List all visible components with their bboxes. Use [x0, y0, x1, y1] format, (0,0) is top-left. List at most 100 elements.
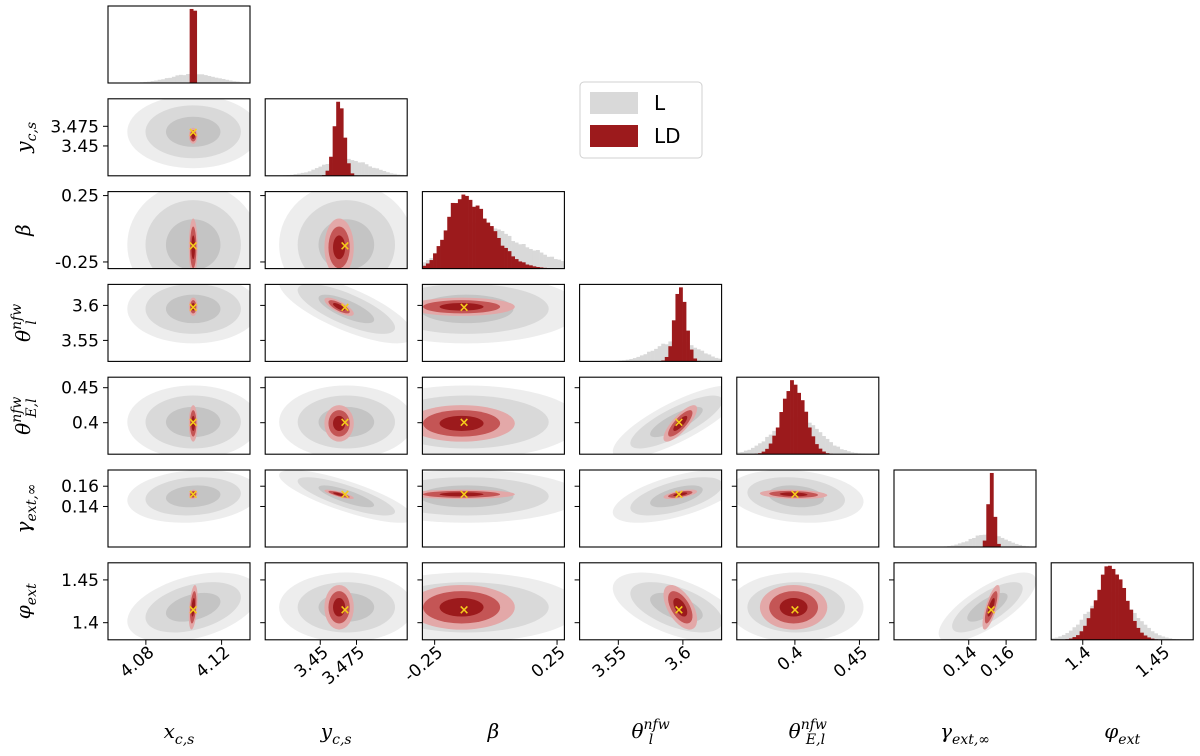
panel-frame	[107, 562, 251, 641]
hist-bar-LD	[507, 251, 512, 269]
hist-bar-LD	[786, 391, 791, 455]
hist-bar-L	[378, 169, 383, 176]
hist-bar-L	[664, 344, 669, 362]
contour-LD-3	[987, 598, 995, 617]
hist-bar-L	[393, 173, 397, 176]
xlabel-thE: θnfw E,l	[789, 717, 827, 748]
hist-bar-LD	[457, 199, 462, 269]
panel-beta-beta	[422, 194, 565, 269]
hist-bar-LD	[325, 170, 330, 176]
panel-frame	[107, 469, 251, 548]
hist-bar-LD	[1072, 637, 1077, 640]
contour-LD-3	[439, 492, 484, 497]
hist-bar-LD	[536, 267, 540, 269]
hist-bar-L	[389, 173, 394, 176]
hist-bar-LD	[489, 226, 494, 269]
contour-LD-3	[779, 492, 808, 497]
panel-phi-xcs: ×	[127, 572, 250, 640]
hist-bar-L	[232, 81, 237, 83]
hist-bar-L	[1079, 619, 1084, 640]
hist-bar-LD	[443, 230, 448, 269]
panel-frame	[736, 376, 880, 455]
hist-bar-L	[647, 351, 651, 362]
panel-frame	[421, 191, 565, 270]
hist-bar-L	[518, 244, 523, 269]
hist-bar-L	[654, 348, 658, 362]
hist-bar-L	[539, 252, 544, 269]
legend-label-L: L	[654, 91, 666, 115]
contour-LD-3	[191, 415, 196, 431]
hist-bar-L	[1164, 637, 1169, 640]
hist-bar-L	[622, 360, 627, 362]
hist-bar-LD	[450, 202, 455, 269]
hist-bar-L	[639, 355, 644, 362]
panel-frame	[736, 469, 880, 548]
hist-bar-L	[765, 436, 770, 455]
y-tick-label: 1.45	[61, 571, 99, 591]
hist-bar-LD	[779, 412, 784, 455]
hist-bar-LD	[1118, 579, 1123, 640]
panel-frame	[264, 98, 408, 177]
truth-marker: ×	[674, 416, 685, 431]
hist-bar-L	[853, 452, 858, 455]
hist-bar-L	[714, 357, 719, 362]
panel-gam-thl: ×	[612, 470, 722, 523]
panel-phi-thl: ×	[612, 572, 722, 640]
hist-bar-L	[761, 441, 766, 455]
hist-bar-L	[846, 451, 851, 455]
legend: L LD	[579, 81, 703, 159]
truth-marker: ×	[674, 603, 685, 618]
truth-marker: ×	[188, 239, 199, 254]
hist-bar-L	[743, 450, 748, 455]
hist-bar-LD	[686, 330, 690, 362]
hist-bar-L	[1061, 634, 1066, 640]
hist-bar-L	[175, 75, 180, 83]
hist-bar-LD	[679, 287, 683, 362]
hist-bar-L	[147, 81, 151, 83]
hist-bar-L	[1058, 636, 1063, 640]
hist-bar-L	[839, 449, 844, 455]
hist-bar-LD	[1100, 574, 1105, 640]
legend-label-LD: LD	[654, 124, 681, 148]
panel-frame	[107, 98, 251, 177]
hist-bar-L	[643, 354, 648, 362]
hist-bar-LD	[664, 356, 669, 362]
x-tick-label: 4.12	[192, 643, 234, 683]
hist-bar-LD	[782, 398, 787, 455]
y-tick-label: 0.25	[61, 187, 99, 207]
hist-bar-LD	[693, 358, 698, 362]
contour-LD-3	[439, 303, 484, 311]
x-tick-label: 0.25	[528, 643, 570, 683]
hist-bar-L	[307, 171, 312, 176]
hist-bar-L	[703, 353, 708, 362]
contour-LD-3	[439, 415, 484, 431]
hist-bar-LD	[986, 504, 991, 547]
hist-bar-LD	[768, 443, 773, 455]
truth-marker: ×	[674, 487, 685, 502]
hist-bar-L	[325, 164, 330, 176]
hist-bar-LD	[800, 400, 805, 455]
contour-LD-3	[439, 598, 484, 617]
panel-frame	[579, 376, 723, 455]
hist-bar-L	[553, 259, 558, 269]
hist-bar-LD	[189, 8, 194, 83]
truth-marker: ×	[789, 487, 800, 502]
hist-bar-LD	[429, 260, 434, 269]
hist-bar-L	[1147, 627, 1151, 640]
hist-bar-L	[528, 248, 533, 269]
hist-bar-LD	[346, 163, 351, 176]
y-tick-label: 3.45	[61, 137, 99, 157]
hist-bar-L	[200, 74, 205, 83]
hist-bar-L	[850, 452, 855, 455]
hist-bar-L	[371, 167, 376, 176]
hist-bar-L	[422, 262, 427, 269]
hist-bar-L	[661, 343, 666, 362]
hist-bar-L	[1065, 633, 1070, 640]
panel-frame	[893, 469, 1037, 548]
hist-bar-L	[1021, 545, 1026, 547]
hist-bar-L	[207, 75, 212, 83]
hist-bar-L	[736, 452, 741, 455]
hist-bar-L	[560, 261, 565, 269]
hist-bar-L	[829, 442, 833, 455]
hist-bar-L	[814, 428, 819, 455]
